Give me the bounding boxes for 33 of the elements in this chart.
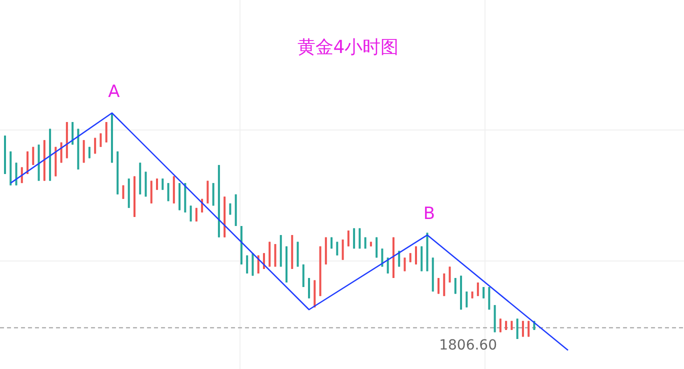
candlestick bbox=[246, 254, 248, 274]
candlestick bbox=[488, 286, 490, 310]
candlestick bbox=[308, 277, 310, 299]
candlestick bbox=[454, 277, 456, 294]
candlestick bbox=[32, 146, 34, 166]
candlestick bbox=[516, 318, 518, 340]
candlestick bbox=[195, 207, 198, 222]
candlestick bbox=[347, 230, 350, 247]
annotation: A bbox=[108, 82, 120, 102]
candlestick bbox=[466, 291, 468, 308]
candlestick bbox=[404, 257, 406, 272]
candlestick bbox=[212, 182, 214, 206]
candlestick bbox=[122, 184, 124, 200]
candlestick bbox=[15, 162, 18, 186]
candlestick bbox=[206, 180, 209, 204]
candlestick bbox=[150, 180, 152, 204]
candlestick bbox=[167, 182, 170, 202]
candlestick bbox=[499, 318, 502, 333]
candlestick bbox=[274, 244, 276, 268]
candlestick bbox=[82, 140, 85, 164]
candlestick bbox=[482, 286, 485, 299]
candlestick bbox=[476, 282, 479, 297]
candlestick bbox=[448, 266, 451, 283]
candlestick bbox=[162, 178, 164, 190]
candlestick bbox=[100, 132, 102, 148]
candlestick bbox=[386, 257, 389, 274]
candlestick bbox=[105, 122, 108, 143]
candlestick bbox=[336, 241, 338, 256]
annotation: B bbox=[423, 204, 436, 224]
candlestick bbox=[342, 239, 344, 260]
annotation: 1806.60 bbox=[439, 338, 497, 354]
chart-title: 黄金4小时图 bbox=[297, 37, 399, 58]
candlestick bbox=[190, 205, 192, 222]
